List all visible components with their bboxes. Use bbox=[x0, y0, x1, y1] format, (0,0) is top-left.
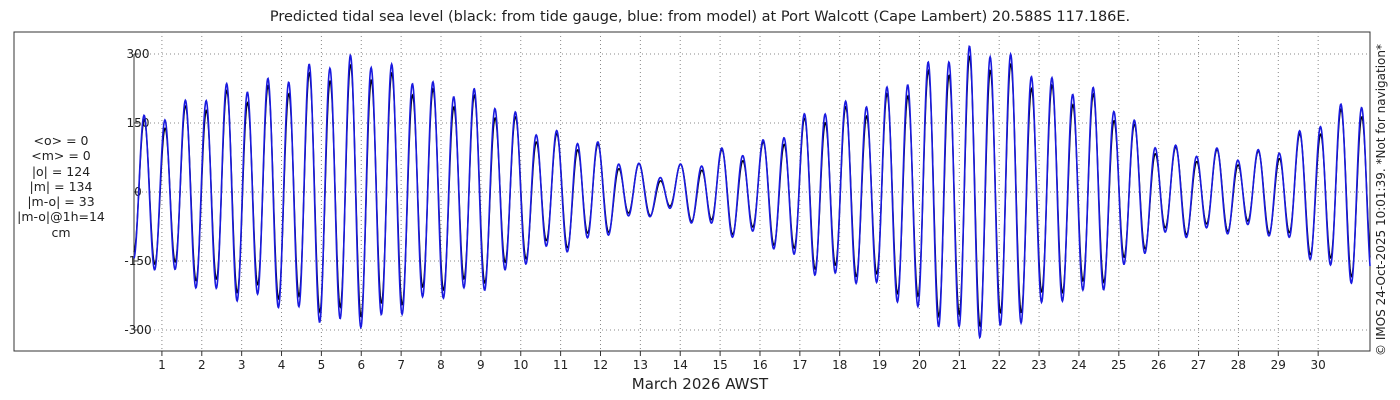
series-line-tide-gauge bbox=[133, 54, 1371, 328]
series-lines bbox=[133, 45, 1371, 340]
series-line-model bbox=[133, 45, 1371, 340]
x-tick-label: 3 bbox=[238, 358, 246, 372]
x-tick-label: 2 bbox=[198, 358, 206, 372]
x-tick-label: 24 bbox=[1071, 358, 1086, 372]
stat-abs-model: |m| = 134 bbox=[29, 178, 93, 194]
stat-abs-observed: |o| = 124 bbox=[31, 163, 91, 179]
stat-mean-observed: <o> = 0 bbox=[33, 133, 89, 148]
x-tick-label: 13 bbox=[633, 358, 648, 372]
x-tick-label: 16 bbox=[752, 358, 767, 372]
x-tick-label: 1 bbox=[158, 358, 166, 372]
x-tick-label: 9 bbox=[477, 358, 485, 372]
x-tick-label: 26 bbox=[1151, 358, 1166, 372]
x-tick-label: 14 bbox=[673, 358, 688, 372]
x-tick-label: 21 bbox=[952, 358, 967, 372]
x-tick-label: 8 bbox=[437, 358, 445, 372]
x-tick-label: 22 bbox=[992, 358, 1007, 372]
x-axis: 1 2 3 4 5 6 7 8 9 10 11 12 13 14 15 16 17 18 19 20 21 22 23 24 2… bbox=[158, 351, 1326, 372]
x-tick-label: 5 bbox=[318, 358, 326, 372]
x-axis-label: March 2026 AWST bbox=[631, 375, 769, 393]
x-tick-label: 12 bbox=[593, 358, 608, 372]
x-tick-label: 15 bbox=[712, 358, 727, 372]
statistics-panel: <o> = 0 <m> = 0 |o| = 124 |m| = 134 |m-o… bbox=[6, 133, 116, 240]
y-tick-label: -300 bbox=[124, 323, 151, 337]
x-tick-label: 17 bbox=[792, 358, 807, 372]
x-tick-label: 30 bbox=[1311, 358, 1326, 372]
x-tick-label: 10 bbox=[513, 358, 528, 372]
x-tick-label: 28 bbox=[1231, 358, 1246, 372]
x-tick-label: 19 bbox=[872, 358, 887, 372]
y-tick-label: 300 bbox=[127, 47, 150, 61]
stat-mean-model: <m> = 0 bbox=[31, 148, 91, 164]
copyright-notice: © IMOS 24-Oct-2025 10:01:39. *Not for na… bbox=[1374, 44, 1388, 356]
stat-abs-diff: |m-o| = 33 bbox=[27, 194, 95, 210]
x-tick-label: 23 bbox=[1031, 358, 1046, 372]
y-tick-label: -150 bbox=[124, 254, 151, 268]
x-tick-label: 6 bbox=[357, 358, 365, 372]
x-tick-label: 18 bbox=[832, 358, 847, 372]
x-tick-label: 7 bbox=[397, 358, 405, 372]
x-tick-label: 29 bbox=[1271, 358, 1286, 372]
chart-title: Predicted tidal sea level (black: from t… bbox=[269, 9, 1131, 25]
x-tick-label: 4 bbox=[278, 358, 286, 372]
x-tick-label: 11 bbox=[553, 358, 568, 372]
x-tick-label: 20 bbox=[912, 358, 927, 372]
x-tick-label: 25 bbox=[1111, 358, 1126, 372]
plot-frame bbox=[13, 31, 1371, 352]
grid-lines bbox=[134, 32, 1370, 351]
stat-abs-diff-1h: |m-o|@1h=14 bbox=[17, 209, 105, 225]
stat-unit: cm bbox=[51, 224, 71, 240]
x-tick-label: 27 bbox=[1191, 358, 1206, 372]
